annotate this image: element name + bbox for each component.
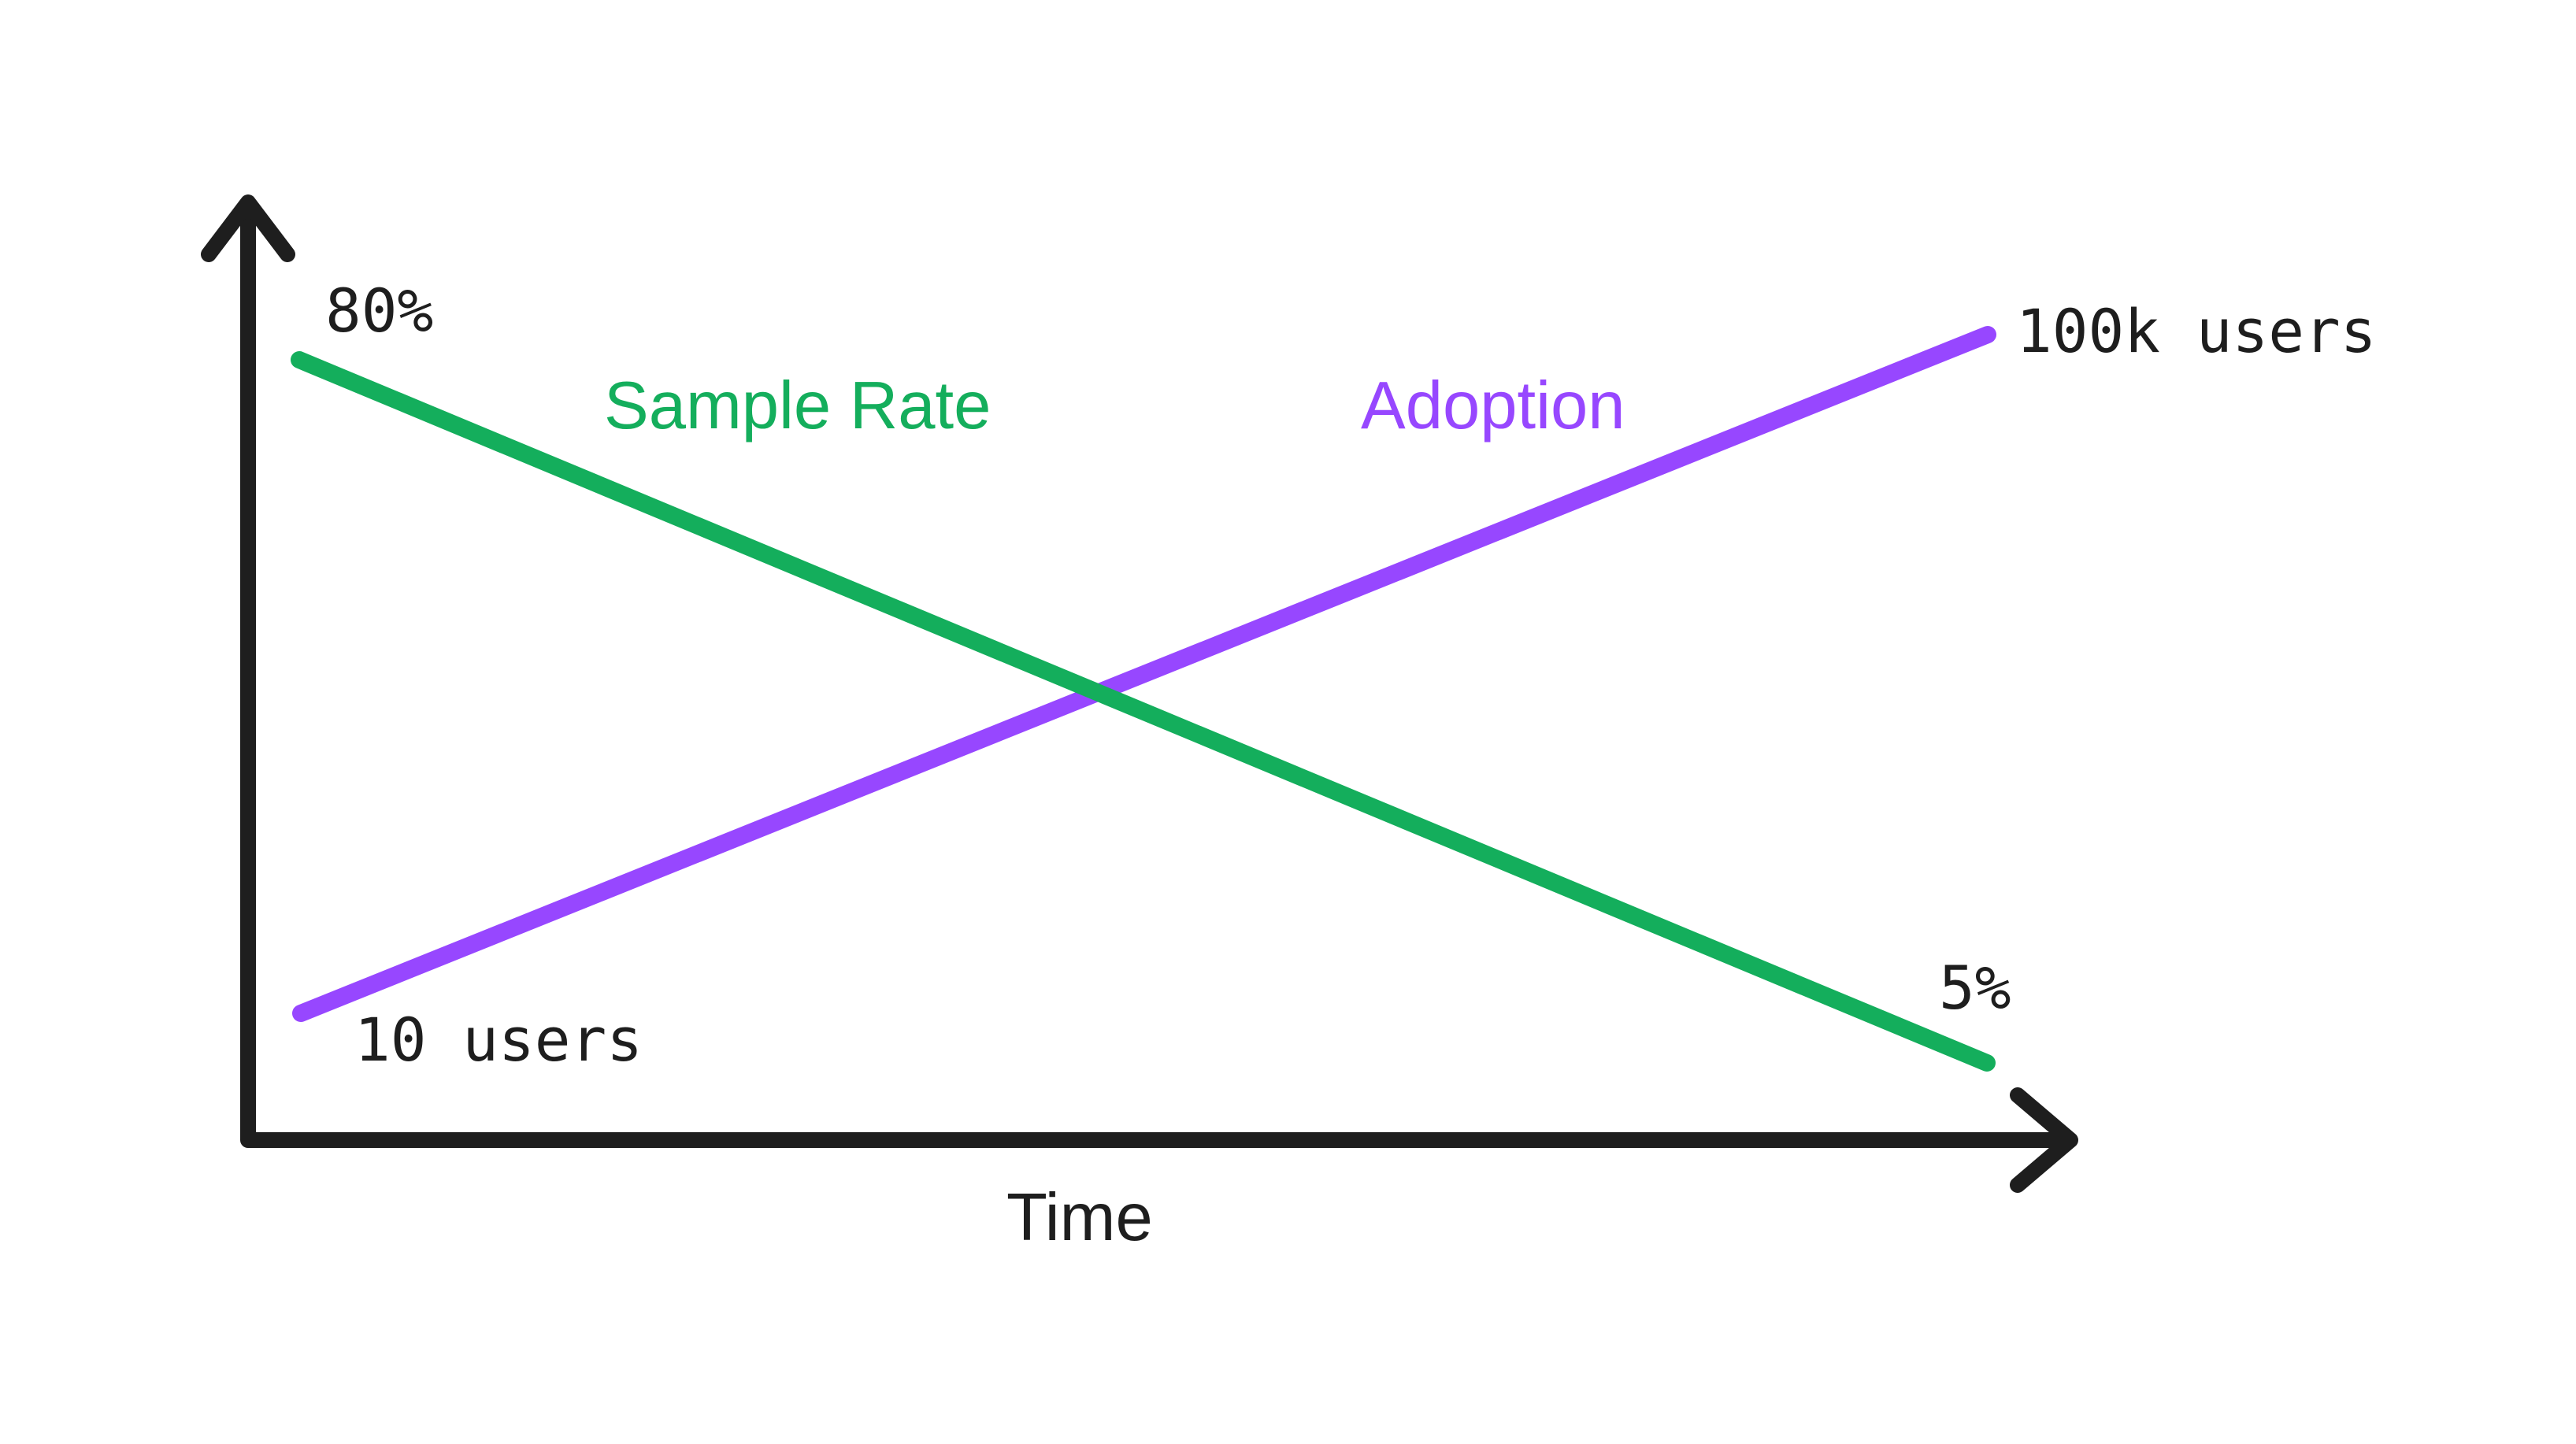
adoption-series-label: Adoption: [1361, 368, 1625, 443]
x-axis-label: Time: [1006, 1180, 1153, 1255]
x-axis-arrowhead-icon: [2010, 1087, 2078, 1193]
sample-rate-line: [291, 351, 1996, 1072]
adoption-start-value: 10 users: [354, 1005, 643, 1075]
y-axis-arrowhead-icon: [201, 194, 295, 262]
sample-rate-end-value: 5%: [1939, 953, 2011, 1023]
sample-rate-start-value: 80%: [325, 276, 434, 346]
adoption-end-value: 100k users: [2016, 296, 2377, 366]
axes-lines: [240, 198, 2071, 1148]
sample-rate-series-label: Sample Rate: [604, 368, 991, 443]
adoption-line: [292, 326, 1996, 1022]
